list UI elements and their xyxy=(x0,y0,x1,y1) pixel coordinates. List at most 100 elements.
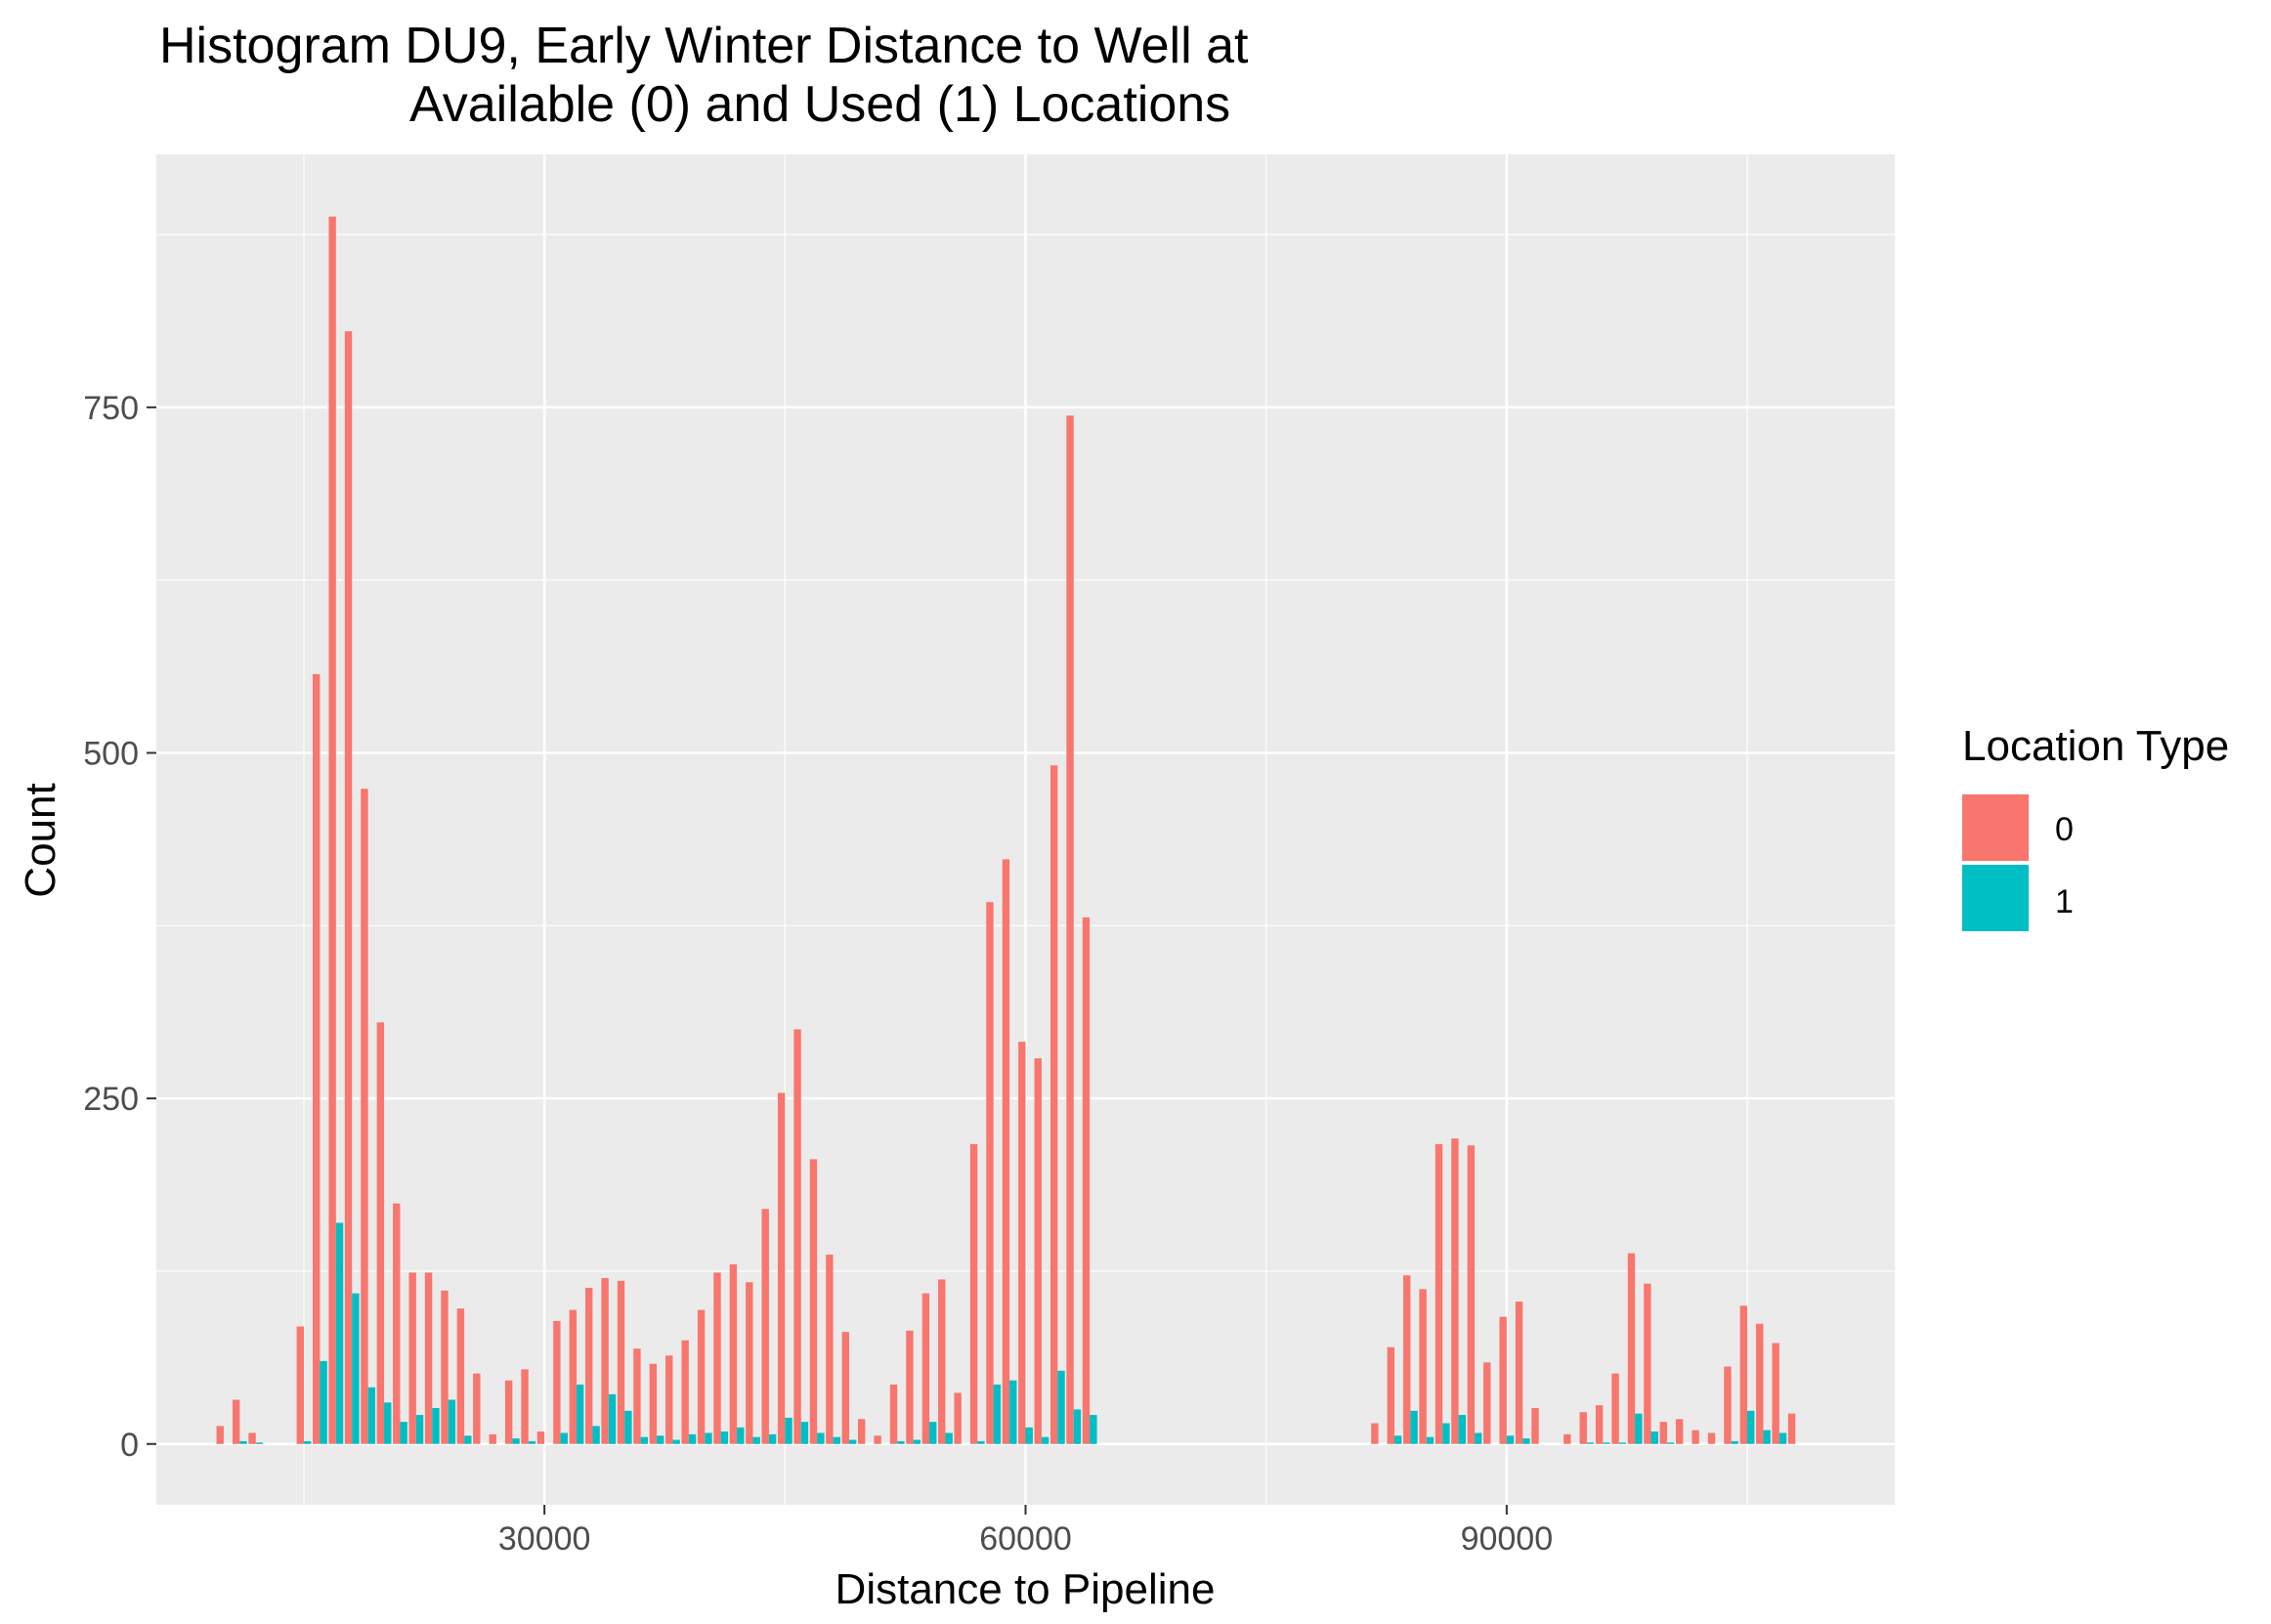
bar-series-0 xyxy=(1644,1283,1651,1444)
bar-series-1 xyxy=(592,1426,600,1444)
legend-label-1: 1 xyxy=(2055,883,2074,920)
x-tick-label: 30000 xyxy=(498,1520,591,1558)
bar-series-0 xyxy=(1564,1433,1571,1444)
bar-series-0 xyxy=(536,1432,545,1444)
bar-series-0 xyxy=(456,1308,465,1444)
bar-series-0 xyxy=(376,1022,385,1444)
bar-series-0 xyxy=(841,1332,849,1444)
bar-series-1 xyxy=(913,1439,921,1444)
bar-series-0 xyxy=(344,331,353,1444)
bars xyxy=(216,216,1796,1444)
legend: Location Type 0 1 xyxy=(1962,722,2229,931)
bar-series-1 xyxy=(1618,1442,1627,1444)
bar-series-0 xyxy=(393,1203,401,1444)
bar-series-0 xyxy=(569,1309,577,1444)
bar-series-1 xyxy=(1475,1432,1482,1444)
bar-series-0 xyxy=(1371,1423,1379,1444)
bar-series-0 xyxy=(1659,1422,1667,1444)
bar-series-0 xyxy=(1724,1366,1732,1444)
bar-series-1 xyxy=(897,1440,905,1444)
bar-series-1 xyxy=(720,1432,729,1444)
bar-series-1 xyxy=(239,1440,247,1444)
bar-series-1 xyxy=(255,1442,264,1444)
bar-series-0 xyxy=(986,902,994,1444)
bar-series-1 xyxy=(657,1435,664,1444)
bar-series-1 xyxy=(977,1440,985,1444)
x-tick-label: 60000 xyxy=(979,1520,1072,1558)
bar-series-0 xyxy=(601,1278,609,1444)
bar-series-1 xyxy=(1410,1410,1418,1444)
bar-series-0 xyxy=(424,1272,433,1444)
bar-series-0 xyxy=(1066,415,1074,1444)
bar-series-0 xyxy=(1515,1302,1523,1444)
bar-series-1 xyxy=(384,1402,392,1444)
y-axis-title: Count xyxy=(17,783,64,897)
x-tick-label: 90000 xyxy=(1461,1520,1554,1558)
bar-series-1 xyxy=(1393,1435,1402,1444)
bar-series-0 xyxy=(1579,1412,1587,1444)
bar-series-0 xyxy=(874,1435,881,1444)
bar-series-1 xyxy=(1090,1415,1097,1444)
bar-series-1 xyxy=(1057,1370,1065,1444)
legend-title: Location Type xyxy=(1962,722,2229,770)
bar-series-1 xyxy=(560,1432,568,1444)
bar-series-1 xyxy=(352,1293,360,1444)
bar-series-0 xyxy=(954,1392,962,1444)
bar-series-1 xyxy=(464,1435,472,1444)
bar-series-0 xyxy=(553,1320,561,1444)
bar-series-1 xyxy=(1506,1435,1515,1444)
bar-series-0 xyxy=(1707,1432,1716,1444)
bar-series-0 xyxy=(313,673,321,1444)
bar-series-0 xyxy=(504,1380,513,1444)
legend-label-0: 0 xyxy=(2055,811,2074,848)
bar-series-1 xyxy=(993,1384,1002,1444)
bar-series-1 xyxy=(1073,1409,1082,1444)
bar-series-1 xyxy=(640,1436,649,1444)
bar-series-1 xyxy=(415,1415,424,1444)
bar-series-0 xyxy=(826,1254,834,1444)
bar-series-1 xyxy=(833,1436,840,1444)
chart-title-line-2: Available (0) and Used (1) Locations xyxy=(409,76,1230,133)
bar-series-0 xyxy=(633,1348,641,1444)
bar-series-0 xyxy=(793,1029,801,1444)
bar-series-0 xyxy=(441,1290,449,1444)
bar-series-1 xyxy=(768,1433,777,1444)
bar-series-0 xyxy=(473,1373,481,1444)
bar-series-0 xyxy=(1082,917,1091,1444)
x-axis-title: Distance to Pipeline xyxy=(836,1565,1216,1613)
bar-series-0 xyxy=(361,789,368,1444)
bar-series-0 xyxy=(1419,1289,1427,1444)
bar-series-1 xyxy=(400,1422,407,1444)
bar-series-0 xyxy=(1483,1362,1491,1444)
bar-series-1 xyxy=(848,1439,857,1444)
legend-key-0 xyxy=(1962,794,2029,861)
bar-series-1 xyxy=(624,1410,632,1444)
bar-series-0 xyxy=(1739,1305,1748,1444)
bar-series-1 xyxy=(1442,1423,1450,1444)
bar-series-0 xyxy=(889,1384,898,1444)
bar-series-0 xyxy=(1018,1042,1026,1444)
y-tick-label: 500 xyxy=(83,735,139,772)
bar-series-0 xyxy=(1467,1145,1476,1444)
bar-series-0 xyxy=(1387,1346,1394,1444)
bar-series-0 xyxy=(521,1369,529,1444)
bar-series-0 xyxy=(761,1209,769,1444)
bar-series-0 xyxy=(1787,1413,1796,1444)
bar-series-1 xyxy=(672,1439,680,1444)
bar-series-0 xyxy=(328,216,336,1444)
bar-series-1 xyxy=(1041,1436,1050,1444)
bar-series-1 xyxy=(1025,1427,1033,1444)
bar-series-0 xyxy=(729,1263,738,1444)
bar-series-0 xyxy=(1756,1323,1764,1444)
bar-series-1 xyxy=(335,1222,344,1444)
bar-series-1 xyxy=(1426,1436,1435,1444)
bar-series-1 xyxy=(576,1384,584,1444)
bar-series-1 xyxy=(367,1387,376,1444)
bar-series-1 xyxy=(1458,1415,1466,1444)
y-tick-label: 250 xyxy=(83,1081,139,1118)
bar-series-0 xyxy=(617,1280,625,1444)
bar-series-0 xyxy=(296,1326,304,1444)
axis-ticks: 30000 60000 90000 0 250 500 750 xyxy=(83,390,1553,1558)
bar-series-1 xyxy=(945,1432,953,1444)
bar-series-0 xyxy=(408,1272,416,1444)
